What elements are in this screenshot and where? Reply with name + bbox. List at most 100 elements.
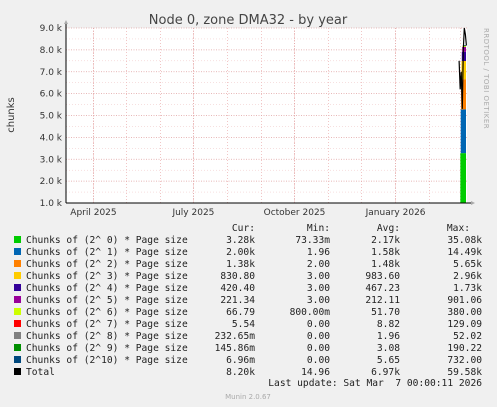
legend-avg: 1.96 <box>377 331 400 342</box>
legend-swatch <box>14 296 21 303</box>
legend-cur: 830.80 <box>220 271 255 282</box>
legend-min: 1.96 <box>307 247 330 258</box>
y-tick-label: 1.0 k <box>40 199 63 209</box>
legend-max: 59.58k <box>447 367 482 378</box>
legend-series-name: Chunks of (2^ 7) * Page size <box>26 319 188 330</box>
legend-min: 3.00 <box>307 295 330 306</box>
legend-series-name: Chunks of (2^ 4) * Page size <box>26 283 188 294</box>
legend-min: 0.00 <box>307 343 330 354</box>
legend-header-cur: Cur: <box>232 223 255 234</box>
y-tick-label: 6.0 k <box>40 90 63 100</box>
x-tick-label: July 2025 <box>171 208 214 218</box>
x-tick-label: April 2025 <box>70 208 116 218</box>
legend-series-name: Chunks of (2^ 9) * Page size <box>26 343 188 354</box>
legend-swatch <box>14 260 21 267</box>
legend-header-min: Min: <box>307 223 330 234</box>
legend-row: Chunks of (2^ 0) * Page size 3.28k 73.33m 2… <box>14 235 482 246</box>
legend-row: Chunks of (2^ 1) * Page size 2.00k 1.96 1.5… <box>14 247 482 258</box>
data-spike <box>458 27 467 203</box>
y-tick-label: 4.0 k <box>40 133 63 143</box>
legend-cur: 420.40 <box>220 283 255 294</box>
legend-min: 3.00 <box>307 271 330 282</box>
legend-min: 3.00 <box>307 283 330 294</box>
legend-avg: 2.17k <box>371 235 400 246</box>
last-update: Last update: Sat Mar 7 00:00:11 2026 <box>268 378 482 389</box>
legend-max: 380.00 <box>447 307 482 318</box>
x-axis-ticks: April 2025 July 2025 October 2025 January 2… <box>70 208 426 218</box>
stack-area <box>461 79 466 110</box>
legend-series-name: Chunks of (2^ 8) * Page size <box>26 331 188 342</box>
legend-row: Chunks of (2^ 7) * Page size 5.54 0.00 8.82… <box>14 319 482 330</box>
legend-avg: 51.70 <box>371 307 400 318</box>
legend-cur: 221.34 <box>220 295 255 306</box>
legend-series-name: Chunks of (2^ 2) * Page size <box>26 259 188 270</box>
legend-swatch <box>14 368 21 375</box>
legend-cur: 3.28k <box>226 235 255 246</box>
legend-cur: 5.54 <box>232 319 255 330</box>
legend-avg: 6.97k <box>371 367 400 378</box>
legend-cur: 8.20k <box>226 367 255 378</box>
legend-avg: 1.58k <box>371 247 400 258</box>
legend-min: 73.33m <box>295 235 330 246</box>
legend-swatch <box>14 332 21 339</box>
legend-swatch <box>14 308 21 315</box>
y-tick-label: 7.0 k <box>40 68 63 78</box>
legend-series-name: Chunks of (2^ 0) * Page size <box>26 235 188 246</box>
legend-swatch <box>14 284 21 291</box>
legend-swatch <box>14 320 21 327</box>
legend-cur: 66.79 <box>226 307 255 318</box>
legend-header-max: Max: <box>447 223 470 234</box>
legend-max: 129.09 <box>447 319 482 330</box>
y-tick-label: 3.0 k <box>40 155 63 165</box>
legend-max: 732.00 <box>447 355 482 366</box>
stack-area <box>462 45 466 47</box>
legend-min: 0.00 <box>307 319 330 330</box>
total-line <box>458 27 467 109</box>
legend-max: 1.73k <box>453 283 482 294</box>
legend-swatch <box>14 272 21 279</box>
y-axis-arrow <box>64 20 68 24</box>
legend-avg: 1.48k <box>371 259 400 270</box>
legend-row: Chunks of (2^ 9) * Page size 145.86m 0.00 3… <box>14 343 482 354</box>
legend-avg: 983.60 <box>365 271 400 282</box>
legend-cur: 6.96m <box>226 355 255 366</box>
y-axis-label: chunks <box>6 97 17 133</box>
legend-row: Chunks of (2^ 4) * Page size 420.40 3.00 46… <box>14 283 482 294</box>
legend-row: Chunks of (2^ 2) * Page size 1.38k 2.00 1.4… <box>14 259 482 270</box>
y-tick-label: 2.0 k <box>40 177 63 187</box>
legend-avg: 8.82 <box>377 319 400 330</box>
legend-row: Chunks of (2^ 3) * Page size 830.80 3.00 98… <box>14 271 482 282</box>
legend-series-name: Chunks of (2^ 5) * Page size <box>26 295 188 306</box>
legend-series-name: Chunks of (2^10) * Page size <box>26 355 188 366</box>
legend-row: Chunks of (2^ 8) * Page size 232.65m 0.00 1… <box>14 331 482 342</box>
legend-series-name: Chunks of (2^ 6) * Page size <box>26 307 188 318</box>
axes <box>64 20 475 205</box>
legend-max: 35.08k <box>447 235 482 246</box>
legend-series-name: Chunks of (2^ 1) * Page size <box>26 247 188 258</box>
legend-max: 5.65k <box>453 259 482 270</box>
legend-swatch <box>14 236 21 243</box>
legend-max: 14.49k <box>447 247 482 258</box>
stack-area <box>460 109 466 154</box>
legend-rows: Chunks of (2^ 0) * Page size 3.28k 73.33m 2… <box>14 235 482 378</box>
stack-area <box>463 45 466 46</box>
y-axis-ticks: 1.0 k 2.0 k 3.0 k 4.0 k 5.0 k 6.0 k 7.0 k 8.0 k… <box>40 24 63 209</box>
x-axis-arrow <box>471 201 475 205</box>
legend-series-name: Total <box>26 367 55 378</box>
legend-cur: 1.38k <box>226 259 255 270</box>
plot-area: 1.0 k 2.0 k 3.0 k 4.0 k 5.0 k 6.0 k 7.0 k 8.0 k… <box>40 20 475 218</box>
legend-row: Chunks of (2^10) * Page size 6.96m 0.00 5.6… <box>14 355 482 366</box>
x-tick-label: January 2026 <box>365 208 426 218</box>
legend-row: Total 8.20k 14.96 6.97k 59.58k <box>14 367 482 378</box>
legend-max: 52.02 <box>453 331 482 342</box>
x-tick-label: October 2025 <box>264 208 326 218</box>
y-tick-label: 9.0 k <box>40 24 63 34</box>
legend-avg: 3.08 <box>377 343 400 354</box>
legend: Cur: Min: Avg: Max: Chunks of (2^ 0) * P… <box>14 223 482 378</box>
legend-cur: 232.65m <box>215 331 256 342</box>
legend-max: 2.96k <box>453 271 482 282</box>
munin-version: Munin 2.0.67 <box>225 393 271 401</box>
legend-avg: 467.23 <box>365 283 400 294</box>
stack-area <box>460 153 466 203</box>
